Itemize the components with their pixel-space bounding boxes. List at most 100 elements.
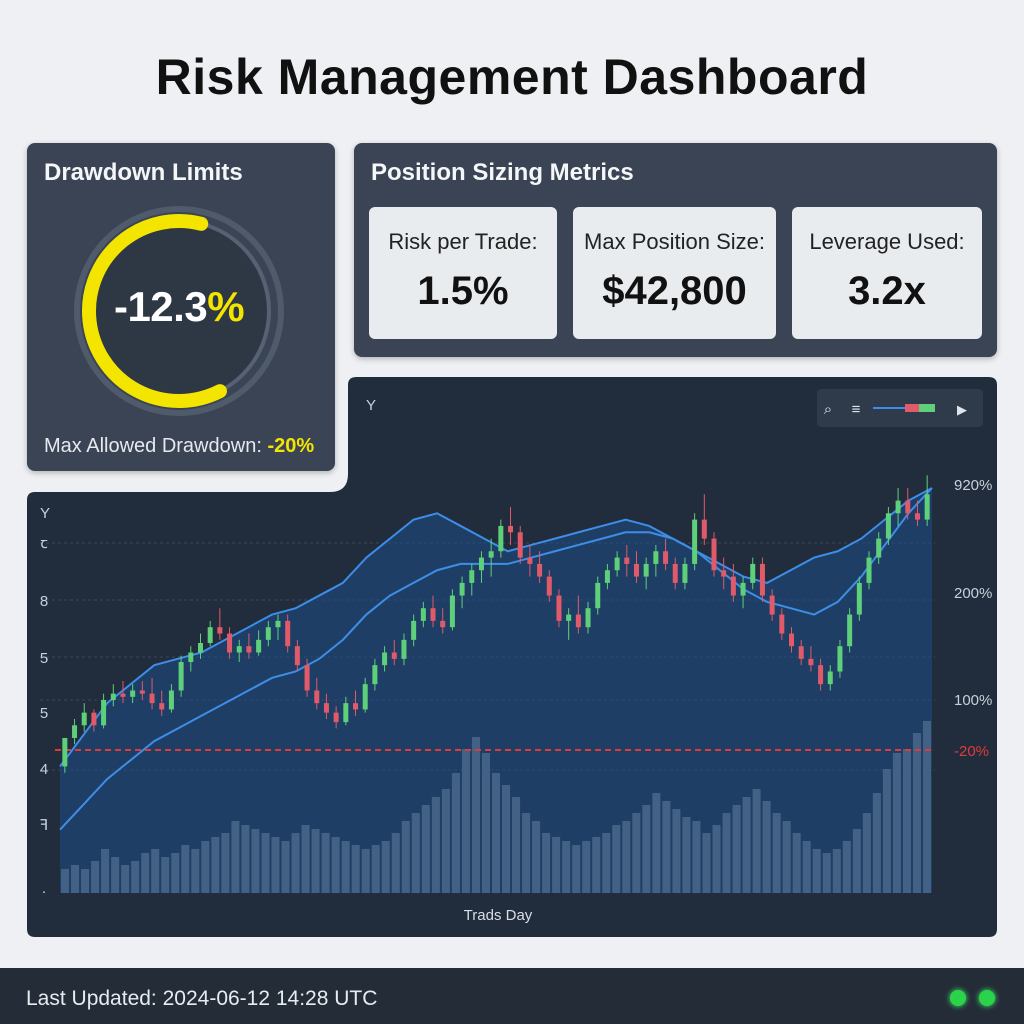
candle-body [478, 557, 484, 571]
candlestick [120, 680, 126, 704]
candlestick [798, 639, 804, 666]
candlestick [721, 557, 727, 590]
candle-body [236, 646, 242, 653]
candle-body [672, 563, 678, 583]
candlestick [769, 589, 775, 621]
candlestick [604, 563, 610, 590]
candle-body [818, 665, 824, 685]
left-tick-label: 5 [40, 650, 48, 667]
leverage-used-card: Leverage Used: 3.2x [792, 207, 982, 339]
candle-body [488, 551, 494, 558]
candlestick [905, 487, 911, 520]
candle-body [779, 614, 785, 634]
candle-body [459, 582, 465, 596]
candlestick [246, 633, 252, 659]
candle-body [508, 525, 514, 533]
candlestick [149, 677, 155, 710]
candle-body [353, 703, 359, 710]
price-chart[interactable]: Y Yꞇ 8 5 5 4 ꟻ. 920% 200% 100% -20% Trads Day ⌕ ≡ ▶ [0, 0, 1024, 960]
current-drawdown-unit: % [207, 283, 245, 330]
candlestick [178, 655, 184, 697]
candlestick [188, 646, 194, 672]
candle-body [614, 557, 620, 571]
price-area-fill [60, 487, 932, 893]
menu-icon[interactable]: ≡ [852, 401, 861, 418]
candlestick [508, 506, 514, 545]
candlestick [653, 544, 659, 577]
candlestick [333, 706, 339, 729]
gauge-outer-ring [74, 206, 284, 416]
candlestick [856, 576, 862, 621]
candlestick [159, 690, 165, 716]
candle-body [420, 608, 426, 621]
candlestick [430, 595, 436, 628]
candle-body [304, 665, 310, 691]
candle-body [265, 627, 271, 640]
candlestick [701, 494, 707, 545]
candle-body [372, 665, 378, 685]
candle-body [275, 620, 281, 628]
candle-body [343, 703, 349, 723]
status-footer: Last Updated: 2024-06-12 14:28 UTC [0, 968, 1024, 1024]
candle-body [323, 703, 329, 713]
position-sizing-title: Position Sizing Metrics [371, 159, 634, 186]
candlestick [81, 703, 87, 732]
candlestick [362, 677, 368, 713]
range-handle [905, 404, 919, 412]
x-axis-label: Trads Day [464, 907, 533, 924]
leverage-used-label: Leverage Used: [809, 229, 965, 254]
y-axis-label-top: Y [366, 397, 376, 414]
candle-body [246, 646, 252, 653]
candle-body [178, 662, 184, 691]
candle-body [866, 557, 872, 583]
candlestick [876, 532, 882, 564]
candlestick [227, 627, 233, 659]
candlestick [72, 718, 78, 745]
candlestick [110, 684, 116, 707]
candlestick [440, 608, 446, 634]
candle-body [256, 639, 262, 653]
candlestick [459, 576, 465, 609]
candlestick [265, 620, 271, 647]
candlestick [595, 576, 601, 615]
candlestick [275, 614, 281, 640]
candle-body [149, 693, 155, 704]
candlestick [643, 557, 649, 590]
right-tick-label: 920% [954, 477, 992, 494]
candle-body [924, 494, 930, 520]
candle-body [740, 582, 746, 596]
candlestick [256, 630, 262, 656]
candle-body [440, 620, 446, 628]
left-tick-label: . [42, 880, 46, 897]
candle-body [430, 608, 436, 621]
candlestick [546, 570, 552, 602]
candlestick [527, 544, 533, 577]
candlestick [469, 563, 475, 596]
candlestick [789, 627, 795, 653]
candle-body [197, 643, 203, 653]
play-icon[interactable]: ▶ [957, 402, 967, 417]
candlestick [585, 601, 591, 634]
left-tick-label: ꞇ [40, 535, 47, 552]
candle-body [808, 658, 814, 666]
candlestick [633, 551, 639, 583]
candle-body [595, 582, 601, 609]
range-slider-icon[interactable] [873, 404, 935, 412]
series-line-upper [59, 487, 933, 768]
candlestick [168, 684, 174, 713]
max-position-size-label: Max Position Size: [584, 229, 765, 254]
candlestick [294, 639, 300, 672]
candle-body [391, 652, 397, 659]
candlestick [750, 557, 756, 590]
candle-body [682, 563, 688, 583]
candle-body [285, 620, 291, 647]
candlestick [372, 658, 378, 691]
candlestick [711, 532, 717, 577]
candle-body [120, 693, 126, 697]
zoom-icon[interactable]: ⌕ [824, 401, 832, 418]
candle-body [314, 690, 320, 704]
candle-body [382, 652, 388, 666]
candle-body [217, 627, 223, 634]
candlestick [91, 709, 97, 732]
candle-body [827, 671, 833, 685]
